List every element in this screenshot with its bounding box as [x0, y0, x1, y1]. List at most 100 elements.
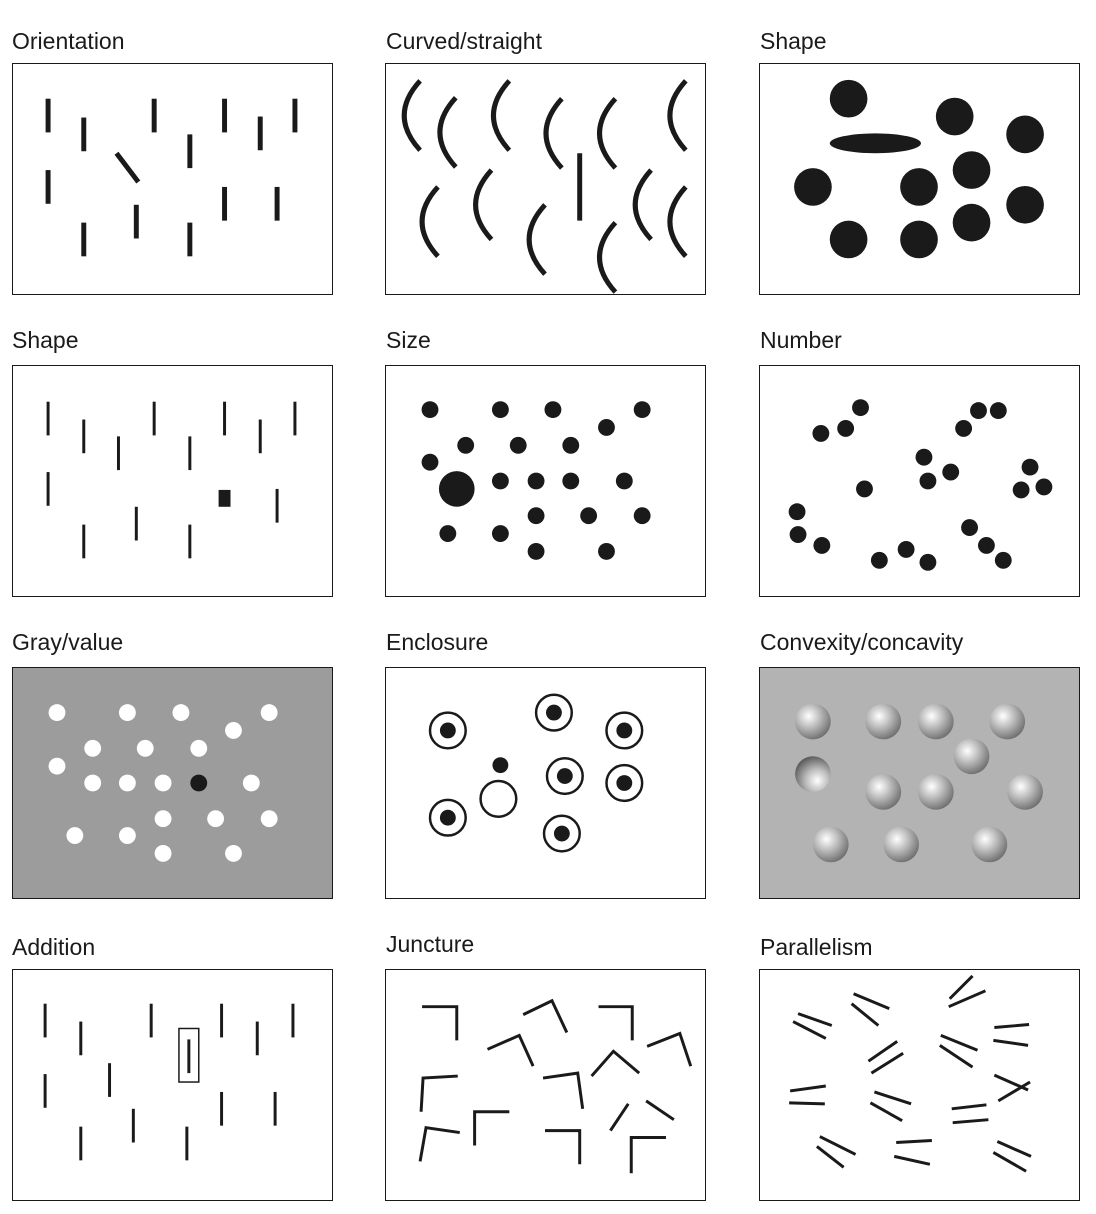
- small-dot: [527, 507, 545, 525]
- small-dot: [421, 453, 439, 471]
- convex-sphere: [971, 826, 1008, 863]
- white-dot: [207, 810, 225, 828]
- panel-label-convexity-concavity: Convexity/concavity: [760, 629, 964, 655]
- shape-ellipse-figure: [794, 79, 1044, 259]
- dot: [837, 420, 855, 437]
- line-pair: [938, 1034, 979, 1069]
- unenclosed-dot-target: [492, 757, 509, 774]
- dot: [955, 420, 973, 437]
- enclosing-ring: [542, 814, 581, 853]
- white-dot: [84, 774, 102, 792]
- size-figure: [421, 401, 651, 560]
- line-pair: [792, 1012, 833, 1040]
- enclosed-dot: [553, 825, 570, 842]
- filled-circle: [829, 79, 868, 118]
- filled-circle: [952, 203, 991, 242]
- white-dot: [154, 844, 172, 862]
- line-pair: [992, 1140, 1032, 1173]
- black-dot-target: [190, 774, 208, 792]
- filled-circle: [900, 220, 938, 259]
- filled-circle: [1006, 185, 1044, 224]
- square-target: [218, 489, 231, 507]
- curved-arc: [597, 220, 618, 294]
- dot: [870, 551, 888, 569]
- filled-circle: [935, 97, 974, 136]
- convex-sphere: [953, 738, 990, 775]
- panel-number: [759, 365, 1080, 597]
- small-dot: [598, 542, 615, 560]
- white-dot: [136, 739, 154, 757]
- number-figure: [788, 399, 1053, 571]
- enclosing-ring: [605, 763, 644, 803]
- line-pair: [869, 1090, 912, 1122]
- white-dot: [172, 704, 190, 722]
- enclosed-dot: [616, 775, 633, 791]
- panel-label-shape-square: Shape: [12, 327, 79, 353]
- dot: [961, 519, 978, 537]
- small-dot: [562, 472, 580, 490]
- panel-label-parallelism: Parallelism: [760, 934, 873, 960]
- corner-shape: [522, 998, 569, 1034]
- small-dot: [633, 401, 651, 419]
- curved-arc: [473, 168, 494, 242]
- enclosed-dot: [545, 704, 562, 721]
- dot: [919, 553, 937, 571]
- panel-convexity-concavity: [759, 667, 1080, 899]
- filled-circle: [794, 168, 832, 206]
- panel-size: [385, 365, 706, 597]
- enclosed-dot: [439, 809, 456, 826]
- curved-arc: [667, 185, 688, 258]
- dot: [970, 402, 987, 420]
- small-dot: [491, 401, 509, 419]
- filled-circle: [900, 168, 938, 206]
- corner-shape: [418, 1125, 460, 1162]
- enclosed-dot: [439, 722, 456, 739]
- large-dot-target: [438, 471, 475, 507]
- dot: [989, 402, 1007, 420]
- curved-arc: [543, 97, 564, 170]
- dot: [1012, 481, 1030, 499]
- dot: [789, 526, 807, 543]
- small-dot: [598, 419, 615, 436]
- panel-juncture: [385, 969, 706, 1201]
- curved-arc: [490, 79, 512, 152]
- convex-sphere: [795, 703, 831, 740]
- corner-shape: [486, 1033, 535, 1067]
- dot: [915, 448, 933, 466]
- orientation-figure: [45, 98, 298, 257]
- separated-stroke: [645, 1099, 675, 1121]
- small-dot: [457, 436, 475, 454]
- white-dot: [84, 739, 102, 757]
- tilted-bar-target: [114, 151, 141, 184]
- panel-curved-straight: [385, 63, 706, 295]
- small-dot: [633, 507, 651, 525]
- convex-sphere: [865, 774, 902, 810]
- white-dot: [118, 827, 136, 844]
- panel-label-number: Number: [760, 327, 842, 353]
- line-pair: [815, 1135, 857, 1169]
- small-dot: [527, 542, 545, 560]
- white-dot: [225, 844, 242, 862]
- enclosing-ring: [428, 798, 467, 837]
- white-dot: [118, 704, 136, 722]
- curved-straight-figure: [401, 79, 688, 294]
- dot: [856, 480, 873, 498]
- juncture-figure: [418, 998, 693, 1174]
- panel-parallelism: [759, 969, 1080, 1201]
- dot: [852, 399, 869, 417]
- line-pair: [789, 1084, 827, 1106]
- line-pair: [867, 1040, 904, 1075]
- addition-figure: [43, 1003, 295, 1161]
- curved-arc: [632, 168, 653, 242]
- enclosed-dot: [556, 768, 573, 784]
- dot: [897, 540, 915, 558]
- filled-circle: [1006, 115, 1044, 154]
- dot: [1021, 458, 1039, 476]
- panel-shape-ellipse: [759, 63, 1080, 295]
- corner-shape: [646, 1031, 693, 1067]
- white-dot: [242, 774, 260, 792]
- empty-ring-target: [479, 779, 518, 818]
- corner-shape: [473, 1110, 510, 1146]
- panel-orientation: [12, 63, 333, 295]
- small-dot: [527, 472, 545, 490]
